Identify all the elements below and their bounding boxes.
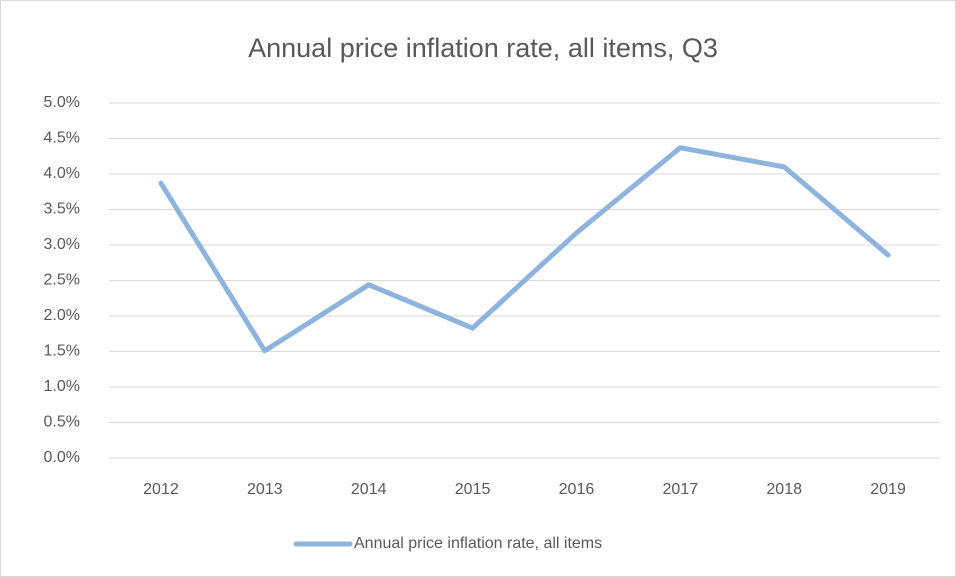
y-tick-label: 5.0%: [44, 94, 80, 111]
line-series: [158, 145, 891, 354]
y-tick-label: 2.5%: [44, 272, 80, 289]
y-tick-label: 3.5%: [44, 201, 80, 218]
x-tick-label: 2014: [351, 481, 387, 498]
y-tick-label: 1.5%: [44, 343, 80, 360]
x-tick-label: 2013: [247, 481, 283, 498]
chart-title: Annual price inflation rate, all items, …: [248, 33, 718, 63]
y-tick-label: 0.0%: [44, 449, 80, 466]
y-tick-label: 2.0%: [44, 307, 80, 324]
x-tick-label: 2017: [663, 481, 699, 498]
x-tick-label: 2012: [143, 481, 179, 498]
x-tick-label: 2019: [870, 481, 906, 498]
y-tick-label: 1.0%: [44, 378, 80, 395]
legend-label: Annual price inflation rate, all items: [354, 535, 602, 552]
x-tick-label: 2016: [559, 481, 595, 498]
y-tick-label: 0.5%: [44, 414, 80, 431]
x-tick-label: 2018: [766, 481, 802, 498]
y-tick-label: 4.5%: [44, 130, 80, 147]
y-tick-label: 3.0%: [44, 236, 80, 253]
y-tick-label: 4.0%: [44, 165, 80, 182]
x-tick-label: 2015: [455, 481, 491, 498]
